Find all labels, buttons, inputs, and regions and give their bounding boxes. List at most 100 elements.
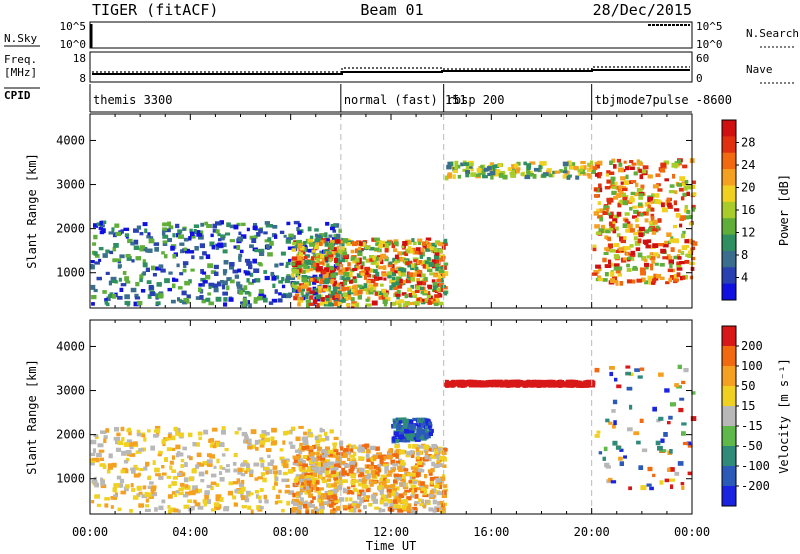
data-cell [333,264,339,269]
data-cell [637,375,643,379]
data-cell [209,443,215,448]
data-cell [490,167,495,173]
data-cell [680,275,684,281]
data-cell [365,270,370,276]
data-cell [336,233,341,239]
data-cell [250,429,257,435]
data-cell [294,293,300,297]
data-cell [177,297,180,302]
data-cell [437,274,442,279]
data-cell [404,301,410,306]
data-cell [607,212,612,216]
data-cell [510,379,515,384]
data-cell [604,186,611,190]
data-cell [487,172,491,176]
data-cell [394,434,401,438]
data-cell [253,223,258,227]
data-cell [593,211,599,216]
data-cell [139,274,144,279]
data-cell [317,495,322,499]
data-cell [414,474,419,478]
data-cell [322,469,326,474]
data-cell [365,470,370,474]
data-cell [442,506,446,512]
data-cell [529,381,533,385]
data-cell [413,259,418,263]
data-cell [330,489,335,494]
data-cell [597,160,603,166]
data-cell [210,233,214,238]
data-cell [259,440,266,445]
data-cell [617,203,622,208]
data-cell [248,291,252,297]
data-cell [291,262,296,266]
y-tick-label: 3000 [56,384,85,398]
data-cell [168,484,172,489]
data-cell [308,238,314,243]
y-tick-label: 1000 [56,266,85,280]
data-cell [237,467,243,473]
data-cell [427,268,433,272]
data-cell [114,427,120,432]
data-cell [420,281,427,286]
data-cell [100,484,107,489]
data-cell [377,265,384,270]
data-cell [412,257,419,261]
data-cell [349,279,353,284]
data-cell [425,240,429,244]
data-cell [411,472,416,477]
data-cell [421,241,426,246]
data-cell [514,382,519,387]
data-cell [627,256,632,260]
data-cell [324,278,331,283]
data-cell [626,263,630,268]
data-cell [135,256,141,261]
data-cell [303,265,309,270]
data-cell [637,160,642,166]
data-cell [626,221,631,225]
data-cell [225,468,231,473]
data-cell [226,464,230,468]
data-cell [307,226,312,232]
data-cell [330,279,335,283]
data-cell [461,383,465,388]
data-cell [432,488,436,493]
data-cell [91,295,97,300]
data-cell [314,482,318,487]
data-cell [236,281,241,287]
data-cell [435,296,440,302]
data-cell [676,272,681,278]
data-cell [359,467,364,472]
data-cell [133,464,138,469]
data-cell [291,248,297,252]
data-cell [657,218,662,223]
data-cell [520,172,525,176]
data-cell [609,226,614,231]
data-cell [430,467,435,473]
data-cell [650,207,655,212]
data-cell [321,493,327,498]
data-cell [264,431,270,436]
data-cell [391,282,396,288]
y-tick-label: 2000 [56,222,85,236]
data-cell [379,499,385,505]
data-cell [408,248,414,254]
data-cell [307,260,311,265]
data-cell [147,485,152,489]
data-cell [355,265,361,270]
data-cell [333,299,338,303]
data-cell [191,489,197,494]
data-cell [417,472,421,477]
data-cell [182,261,189,266]
data-cell [219,280,224,284]
nave-label: Nave [746,63,773,76]
data-cell [407,264,413,268]
data-cell [321,257,326,263]
data-cell [677,461,684,466]
data-cell [246,300,250,304]
data-cell [145,498,149,503]
data-cell [259,488,264,492]
data-cell [274,476,279,482]
data-cell [241,505,247,509]
